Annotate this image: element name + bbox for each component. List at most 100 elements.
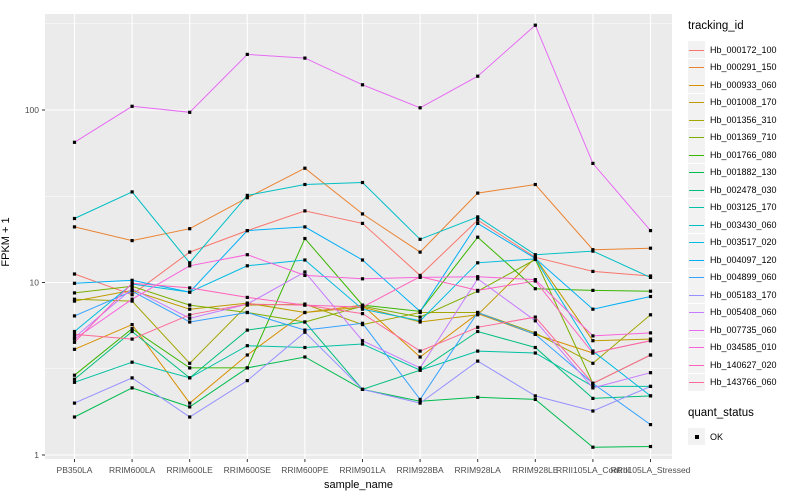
data-point bbox=[533, 345, 537, 350]
data-point bbox=[72, 373, 77, 377]
data-point bbox=[303, 225, 307, 229]
data-point bbox=[72, 380, 77, 384]
data-point bbox=[418, 315, 422, 319]
data-point bbox=[648, 313, 653, 317]
legend-key-line-icon bbox=[688, 181, 705, 199]
data-point bbox=[130, 281, 134, 285]
legend-item-Hb_003125_170: Hb_003125_170 bbox=[688, 198, 798, 217]
legend-item-label: Hb_143766_060 bbox=[710, 377, 777, 388]
data-point bbox=[418, 349, 422, 353]
data-point bbox=[476, 218, 480, 222]
data-point bbox=[188, 261, 192, 265]
data-point bbox=[72, 140, 77, 144]
data-point bbox=[303, 270, 307, 274]
x-tick-label: RRIM928BA bbox=[396, 465, 444, 475]
data-point bbox=[591, 269, 595, 273]
data-point bbox=[188, 376, 192, 380]
legend-item-Hb_140627_020: Hb_140627_020 bbox=[688, 356, 798, 374]
legend-item-label: Hb_001356_310 bbox=[710, 114, 777, 125]
data-point bbox=[188, 415, 192, 419]
data-point bbox=[188, 227, 192, 231]
data-point bbox=[188, 264, 192, 268]
legend-item-Hb_001766_080: Hb_001766_080 bbox=[688, 146, 798, 164]
data-point bbox=[591, 339, 595, 343]
legend-item-Hb_143766_060: Hb_143766_060 bbox=[688, 373, 798, 392]
data-point bbox=[591, 409, 595, 413]
data-point bbox=[303, 303, 307, 307]
legend-key-line-icon bbox=[688, 41, 705, 59]
data-point bbox=[533, 279, 537, 283]
data-point bbox=[418, 250, 422, 254]
data-point bbox=[303, 209, 307, 213]
legend-item-label: Hb_003517_020 bbox=[710, 237, 777, 248]
data-point bbox=[130, 284, 134, 288]
legend-title-quant-status: quant_status bbox=[688, 407, 754, 419]
data-point bbox=[72, 401, 77, 405]
legend-item-label: Hb_000933_060 bbox=[710, 79, 777, 90]
data-point bbox=[476, 325, 480, 329]
data-point bbox=[130, 329, 134, 334]
data-point bbox=[303, 166, 307, 170]
legend-key-line-icon bbox=[688, 338, 705, 356]
data-point bbox=[245, 196, 249, 200]
data-point bbox=[188, 307, 192, 311]
data-point bbox=[591, 161, 595, 165]
data-point bbox=[591, 361, 595, 365]
legend-item-label: Hb_002478_030 bbox=[710, 184, 777, 195]
data-point bbox=[360, 321, 365, 325]
data-point bbox=[533, 319, 537, 323]
data-point bbox=[188, 401, 192, 405]
data-point bbox=[533, 182, 537, 187]
data-point bbox=[130, 376, 134, 380]
data-point bbox=[72, 216, 77, 221]
data-point bbox=[418, 355, 422, 359]
data-point bbox=[245, 253, 249, 257]
data-point bbox=[648, 444, 653, 449]
legend-item-label: Hb_034585_010 bbox=[710, 342, 777, 353]
data-point bbox=[591, 307, 595, 311]
legend-item-label: Hb_005408_060 bbox=[710, 307, 777, 318]
x-tick-label: RRII105LA_Control bbox=[556, 465, 630, 475]
data-point bbox=[360, 258, 365, 262]
data-point bbox=[130, 190, 134, 194]
data-point bbox=[130, 360, 134, 364]
data-point bbox=[360, 83, 365, 87]
data-point bbox=[72, 225, 77, 229]
data-point bbox=[130, 104, 134, 108]
data-point bbox=[72, 291, 77, 295]
data-point bbox=[533, 332, 537, 336]
data-point bbox=[648, 294, 653, 299]
legend-item-label: Hb_001766_080 bbox=[710, 149, 777, 160]
data-point bbox=[188, 290, 192, 294]
data-point bbox=[418, 319, 422, 323]
y-tick-label: 10 bbox=[30, 278, 40, 288]
x-tick-label: RRIM928LE bbox=[512, 465, 559, 475]
data-point bbox=[418, 237, 422, 241]
data-point bbox=[648, 331, 653, 335]
x-tick-label: RRII105LA_Stressed bbox=[611, 465, 690, 475]
data-point bbox=[360, 277, 365, 281]
data-point bbox=[648, 339, 653, 343]
data-point bbox=[476, 235, 480, 239]
data-point bbox=[245, 193, 249, 197]
data-point bbox=[188, 320, 192, 324]
x-axis-title: sample_name bbox=[323, 479, 394, 491]
legend-item-Hb_003517_020: Hb_003517_020 bbox=[688, 233, 798, 252]
data-point bbox=[360, 212, 365, 216]
plot-panel: 1 10 100 PB350LA RRIM600LA RRIM600LE RRIM600SE… bbox=[25, 14, 690, 475]
legend-item-Hb_000933_060: Hb_000933_060 bbox=[688, 76, 798, 94]
data-point bbox=[188, 250, 192, 254]
data-point bbox=[72, 415, 77, 419]
data-point bbox=[303, 56, 307, 60]
legend-key-line-icon bbox=[688, 286, 705, 304]
data-point bbox=[418, 368, 422, 372]
legend-item-label: Hb_004097_120 bbox=[710, 254, 777, 265]
legend-key-line-icon bbox=[688, 146, 705, 164]
x-tick-label: RRIM928LA bbox=[455, 465, 502, 475]
data-point bbox=[188, 316, 192, 320]
data-point bbox=[130, 386, 134, 390]
data-point bbox=[72, 297, 77, 301]
data-point bbox=[476, 277, 480, 281]
legend-item-quant-OK: OK bbox=[688, 428, 798, 446]
